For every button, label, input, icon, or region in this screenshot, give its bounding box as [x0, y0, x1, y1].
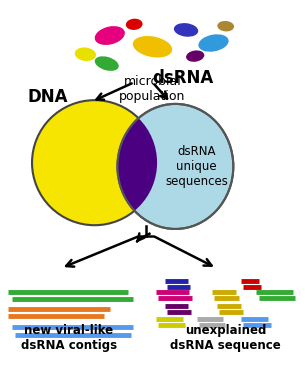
Ellipse shape	[198, 34, 229, 52]
Text: dsRNA: dsRNA	[152, 69, 214, 87]
Ellipse shape	[174, 23, 198, 37]
Text: microbial
population: microbial population	[119, 75, 186, 103]
Ellipse shape	[126, 19, 142, 30]
Ellipse shape	[32, 100, 157, 225]
Ellipse shape	[32, 100, 157, 225]
Ellipse shape	[117, 104, 233, 229]
Text: unexplained
dsRNA sequence: unexplained dsRNA sequence	[170, 324, 281, 352]
Ellipse shape	[95, 26, 125, 45]
Ellipse shape	[186, 50, 204, 62]
Ellipse shape	[95, 56, 119, 71]
Ellipse shape	[217, 21, 234, 31]
Text: dsRNA
unique
sequences: dsRNA unique sequences	[165, 145, 228, 188]
Text: new viral-like
dsRNA contigs: new viral-like dsRNA contigs	[20, 324, 117, 352]
Ellipse shape	[133, 36, 172, 58]
Ellipse shape	[75, 47, 96, 61]
Text: DNA: DNA	[27, 88, 68, 106]
